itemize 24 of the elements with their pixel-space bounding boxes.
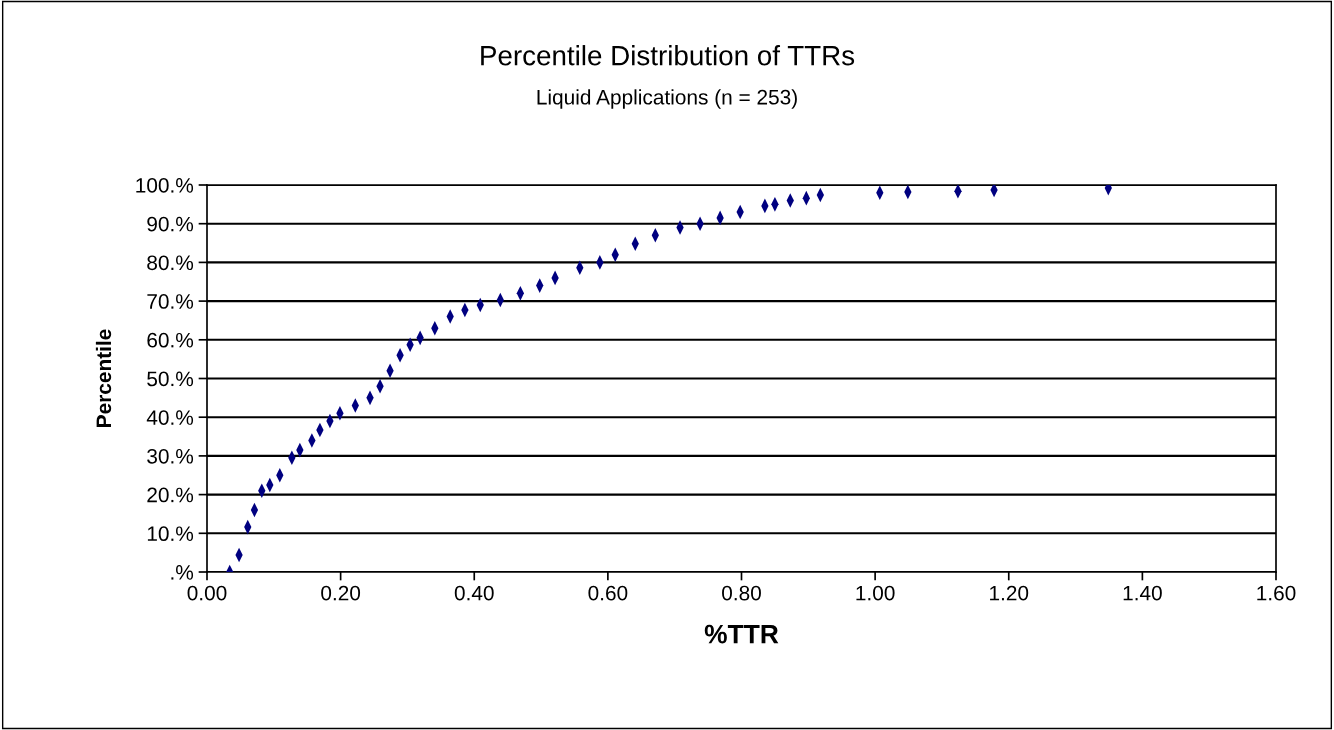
y-tick-label: 100.%	[136, 178, 194, 193]
chart-title: Percentile Distribution of TTRs	[481, 45, 855, 66]
x-tick-label: 1.40	[1123, 585, 1162, 601]
y-tick-label: 10.%	[147, 526, 194, 542]
x-tick-label: 0.20	[321, 585, 361, 601]
y-tick-label: 70.%	[147, 294, 194, 309]
x-tick-label: 0.80	[722, 585, 761, 601]
x-tick-label: 0.40	[454, 585, 494, 601]
y-tick-label: 30.%	[147, 448, 194, 464]
x-tick-label: 0.60	[588, 585, 628, 601]
x-axis-title: %TTR	[704, 624, 779, 644]
x-tick-label: 1.60	[1257, 585, 1296, 601]
y-tick-label: 40.%	[146, 410, 194, 425]
y-tick-label: 90.%	[147, 216, 194, 232]
y-tick-label: 60.%	[147, 332, 194, 348]
y-axis-title: Percentile	[95, 329, 112, 427]
x-tick-label: 1.00	[856, 585, 895, 601]
x-tick-label: 1.20	[990, 585, 1029, 601]
chart-subtitle: Liquid Applications (n = 253)	[537, 89, 797, 109]
x-tick-label: 0.00	[187, 585, 227, 601]
y-tick-label: 20.%	[147, 487, 194, 503]
y-tick-label: 80.%	[147, 255, 194, 271]
y-tick-label: .%	[171, 565, 194, 580]
y-tick-label: 50.%	[147, 371, 194, 387]
